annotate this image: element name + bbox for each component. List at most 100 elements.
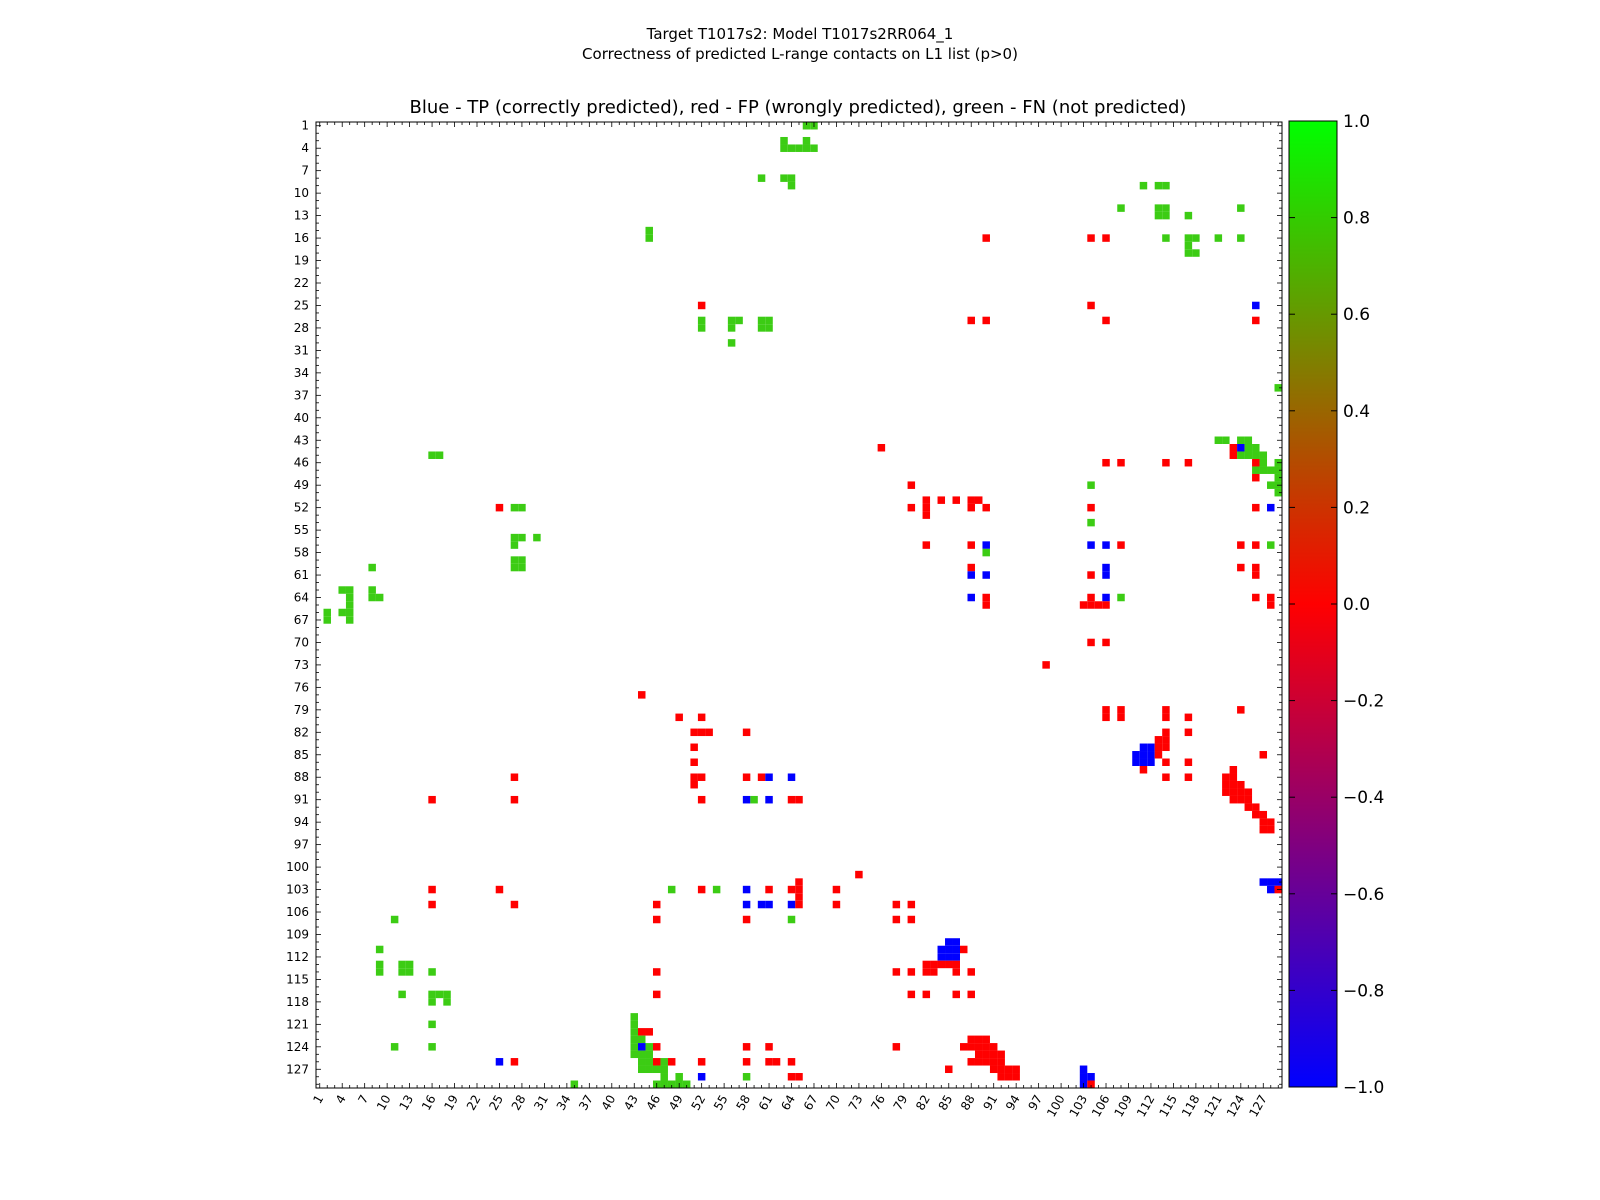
contact-cell-fp	[1267, 825, 1275, 834]
contact-cell-fp	[1184, 728, 1193, 737]
contact-cell-fn	[630, 1028, 638, 1036]
y-tick-label: 67	[294, 613, 309, 627]
contact-cell-fn	[443, 998, 451, 1006]
contact-cell-fp	[1237, 563, 1245, 572]
contact-cell-fp	[1079, 601, 1088, 609]
contact-cells	[323, 122, 1282, 1088]
x-tick-label: 4	[333, 1093, 349, 1107]
contact-cell-fn	[323, 608, 331, 617]
contact-cell-fn	[802, 122, 811, 130]
contact-cell-fp	[652, 915, 661, 924]
contact-cell-fp	[1184, 758, 1193, 766]
contact-cell-tp	[1139, 751, 1148, 759]
contact-cell-fp	[952, 496, 960, 504]
contact-cell-fn	[765, 316, 773, 325]
x-tick-label: 61	[756, 1093, 776, 1113]
contact-cell-tp	[1259, 878, 1268, 886]
x-tick-label: 67	[801, 1093, 821, 1113]
contact-cell-fp	[1229, 451, 1238, 459]
contact-cell-fn	[428, 1043, 436, 1051]
contact-cell-fp	[974, 1043, 983, 1051]
contact-cell-fp	[1229, 773, 1238, 781]
contact-cell-fp	[1237, 541, 1245, 549]
contact-cell-fp	[510, 900, 519, 909]
contact-cell-fp	[1139, 766, 1148, 774]
x-tick-label: 91	[981, 1093, 1001, 1113]
y-tick-label: 127	[286, 1062, 309, 1076]
contact-cell-fn	[1192, 234, 1200, 242]
colorbar-gradient	[1288, 120, 1338, 1088]
contact-cell-fn	[787, 144, 796, 152]
contact-cell-fn	[1184, 249, 1193, 257]
contact-cell-fn	[518, 533, 526, 542]
x-tick-label: 34	[554, 1093, 574, 1113]
contact-cell-tp	[1102, 563, 1110, 572]
x-tick-label: 70	[823, 1093, 843, 1113]
contact-cell-fp	[1087, 503, 1095, 512]
contact-cell-fp	[1237, 788, 1245, 796]
contact-cell-fp	[832, 900, 841, 909]
contact-cell-fp	[1162, 736, 1170, 744]
y-tick-label: 94	[294, 815, 309, 829]
x-tick-label: 31	[531, 1093, 551, 1113]
x-tick-label: 58	[733, 1093, 753, 1113]
contact-cell-fn	[405, 968, 414, 976]
contact-cell-tp	[952, 938, 960, 946]
contact-cell-fp	[982, 234, 990, 242]
contact-cell-fn	[390, 915, 399, 924]
contact-cell-fn	[1117, 204, 1125, 212]
contact-cell-tp	[1132, 758, 1140, 766]
contact-cell-fn	[727, 324, 736, 332]
contact-cell-fp	[1162, 743, 1170, 752]
contact-cell-fp	[690, 743, 698, 752]
contact-cell-fn	[338, 608, 346, 617]
contact-cell-tp	[765, 773, 773, 781]
contact-cell-fn	[1267, 481, 1275, 489]
contact-cell-fp	[742, 915, 751, 924]
contact-cell-fp	[989, 1043, 998, 1051]
y-tick-label: 118	[286, 995, 309, 1009]
colorbar-tick-label: −0.8	[1343, 981, 1384, 1001]
contact-cell-fp	[495, 885, 504, 894]
x-tick-label: 16	[419, 1093, 439, 1113]
contact-cell-tp	[787, 900, 796, 909]
contact-cell-fp	[652, 900, 661, 909]
contact-cell-fp	[795, 795, 803, 804]
contact-cell-fn	[802, 136, 811, 145]
contact-cell-fn	[1259, 458, 1268, 467]
contact-cell-fp	[1252, 458, 1260, 467]
y-tick-label: 34	[294, 366, 309, 380]
contact-cell-fp	[1162, 758, 1170, 766]
contact-cell-fp	[982, 593, 990, 602]
contact-cell-fp	[855, 870, 863, 879]
contact-cell-fn	[660, 1058, 668, 1066]
contact-cell-fn	[510, 533, 519, 542]
y-tick-label: 100	[286, 860, 309, 874]
contact-cell-fn	[787, 181, 796, 190]
contact-cell-fp	[1087, 601, 1095, 609]
x-tick-label: 76	[868, 1093, 888, 1113]
x-tick-label: 43	[621, 1093, 641, 1113]
contact-cell-fp	[1102, 601, 1110, 609]
contact-cell-tp	[1147, 758, 1155, 766]
contact-cell-tp	[742, 900, 751, 909]
y-tick-label: 46	[294, 456, 309, 470]
contact-cell-fp	[1184, 713, 1193, 722]
y-tick-label: 1	[301, 119, 309, 133]
contact-cell-fp	[1087, 638, 1095, 647]
contact-cell-tp	[937, 945, 946, 954]
contact-cell-fn	[810, 144, 818, 152]
y-tick-label: 22	[294, 276, 309, 290]
contact-cell-fn	[712, 885, 721, 894]
contact-cell-fp	[982, 503, 990, 512]
contact-cell-fn	[1274, 466, 1282, 474]
contact-cell-fp	[638, 691, 646, 699]
contact-cell-fp	[697, 728, 706, 737]
contact-cell-tp	[982, 541, 990, 549]
y-tick-label: 40	[294, 411, 309, 425]
contact-cell-fp	[982, 316, 990, 325]
contact-cell-fp	[907, 900, 916, 909]
contact-cell-fn	[390, 1043, 399, 1051]
contact-cell-fp	[892, 968, 901, 976]
x-tick-label: 49	[666, 1093, 686, 1113]
